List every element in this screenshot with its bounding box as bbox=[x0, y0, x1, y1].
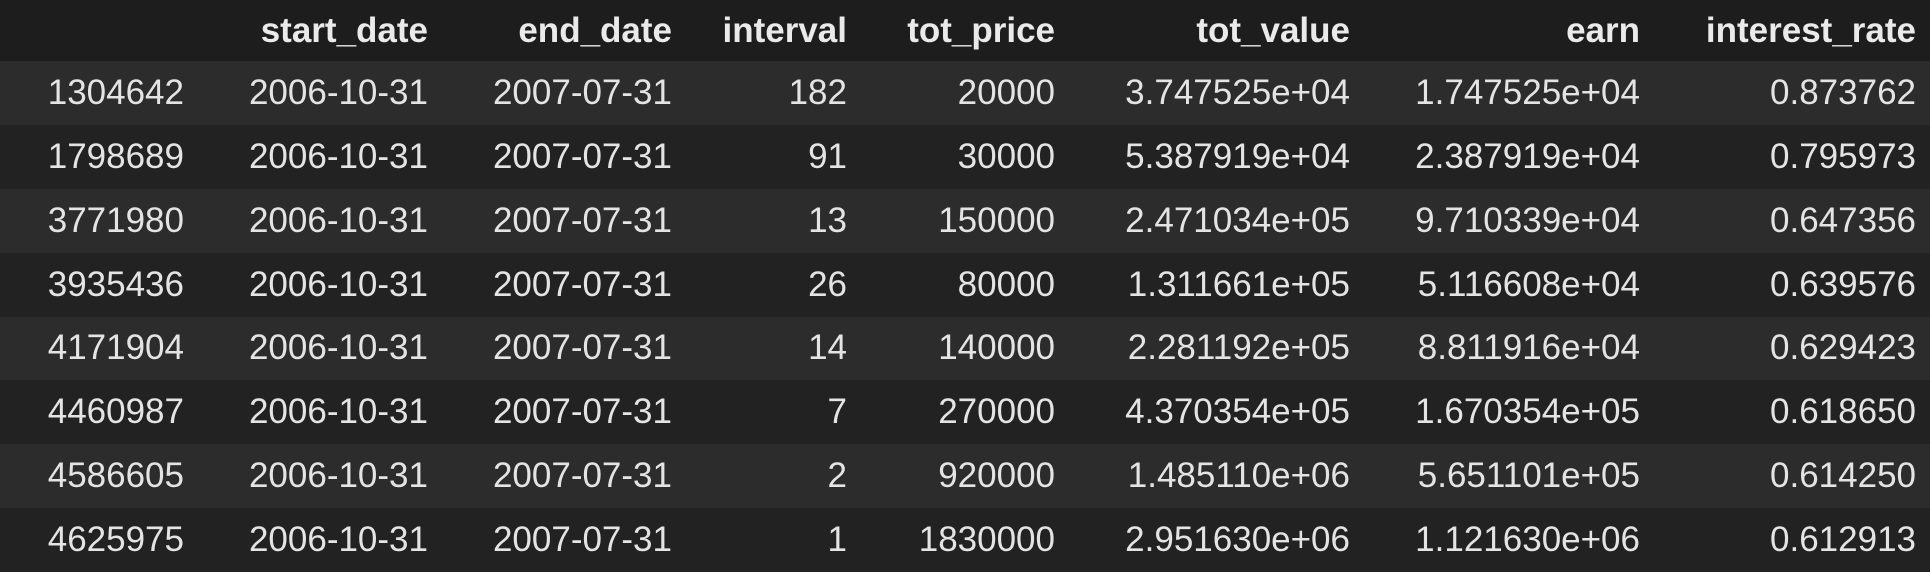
cell-interest-rate: 0.629423 bbox=[1770, 328, 1916, 368]
row-index: 3935436 bbox=[47, 264, 184, 304]
cell-end-date: 2007-07-31 bbox=[492, 456, 672, 496]
cell-tot-value: 1.311661e+05 bbox=[1127, 264, 1350, 304]
cell-earn: 8.811916e+04 bbox=[1417, 328, 1640, 368]
cell-interval: 13 bbox=[808, 200, 847, 240]
cell-earn: 1.747525e+04 bbox=[1415, 72, 1640, 112]
row-index: 3771980 bbox=[47, 200, 184, 240]
table-row: 4460987 2006-10-31 2007-07-31 7 270000 4… bbox=[0, 380, 1930, 445]
row-index: 4460987 bbox=[47, 392, 184, 432]
index-header bbox=[0, 0, 198, 61]
column-header-interest-rate: interest_rate bbox=[1705, 10, 1916, 50]
cell-interest-rate: 0.618650 bbox=[1770, 392, 1916, 432]
cell-start-date: 2006-10-31 bbox=[248, 136, 428, 176]
table-row: 4625975 2006-10-31 2007-07-31 1 1830000 … bbox=[0, 508, 1930, 572]
cell-start-date: 2006-10-31 bbox=[248, 392, 428, 432]
cell-end-date: 2007-07-31 bbox=[492, 72, 672, 112]
column-header-tot-value: tot_value bbox=[1196, 10, 1350, 50]
cell-interval: 182 bbox=[788, 72, 847, 112]
cell-tot-value: 4.370354e+05 bbox=[1125, 392, 1350, 432]
table-row: 3935436 2006-10-31 2007-07-31 26 80000 1… bbox=[0, 252, 1930, 317]
cell-tot-value: 5.387919e+04 bbox=[1125, 136, 1350, 176]
cell-tot-value: 3.747525e+04 bbox=[1125, 72, 1350, 112]
column-header-end-date: end_date bbox=[518, 10, 672, 50]
cell-tot-price: 1830000 bbox=[918, 520, 1055, 560]
cell-tot-price: 80000 bbox=[957, 264, 1055, 304]
row-index: 1798689 bbox=[47, 136, 184, 176]
cell-earn: 5.651101e+05 bbox=[1417, 456, 1640, 496]
cell-start-date: 2006-10-31 bbox=[248, 456, 428, 496]
cell-tot-value: 2.951630e+06 bbox=[1125, 520, 1350, 560]
cell-interval: 7 bbox=[827, 392, 847, 432]
cell-earn: 1.121630e+06 bbox=[1415, 520, 1640, 560]
cell-end-date: 2007-07-31 bbox=[492, 520, 672, 560]
column-header-tot-price: tot_price bbox=[907, 10, 1055, 50]
cell-interest-rate: 0.795973 bbox=[1770, 136, 1916, 176]
row-index: 4171904 bbox=[47, 328, 184, 368]
row-index: 1304642 bbox=[47, 72, 184, 112]
cell-end-date: 2007-07-31 bbox=[492, 136, 672, 176]
cell-interval: 1 bbox=[827, 520, 847, 560]
cell-interval: 2 bbox=[827, 456, 847, 496]
table-row: 4586605 2006-10-31 2007-07-31 2 920000 1… bbox=[0, 444, 1930, 509]
cell-tot-value: 2.471034e+05 bbox=[1125, 200, 1350, 240]
cell-interest-rate: 0.614250 bbox=[1770, 456, 1916, 496]
cell-end-date: 2007-07-31 bbox=[492, 392, 672, 432]
row-index: 4625975 bbox=[47, 520, 184, 560]
cell-interest-rate: 0.612913 bbox=[1770, 520, 1916, 560]
column-header-interval: interval bbox=[722, 10, 848, 50]
header-row: start_date end_date interval tot_price t… bbox=[0, 0, 1930, 61]
cell-tot-value: 2.281192e+05 bbox=[1127, 328, 1350, 368]
cell-interest-rate: 0.647356 bbox=[1770, 200, 1916, 240]
cell-tot-value: 1.485110e+06 bbox=[1127, 456, 1350, 496]
cell-start-date: 2006-10-31 bbox=[248, 264, 428, 304]
row-index: 4586605 bbox=[47, 456, 184, 496]
cell-tot-price: 150000 bbox=[938, 200, 1055, 240]
cell-end-date: 2007-07-31 bbox=[492, 328, 672, 368]
cell-interest-rate: 0.873762 bbox=[1770, 72, 1916, 112]
table-row: 1798689 2006-10-31 2007-07-31 91 30000 5… bbox=[0, 124, 1930, 189]
cell-start-date: 2006-10-31 bbox=[248, 520, 428, 560]
cell-end-date: 2007-07-31 bbox=[492, 200, 672, 240]
cell-earn: 5.116608e+04 bbox=[1417, 264, 1640, 304]
cell-interval: 91 bbox=[808, 136, 847, 176]
table-row: 3771980 2006-10-31 2007-07-31 13 150000 … bbox=[0, 188, 1930, 253]
cell-earn: 9.710339e+04 bbox=[1415, 200, 1640, 240]
cell-start-date: 2006-10-31 bbox=[248, 72, 428, 112]
column-header-start-date: start_date bbox=[260, 10, 428, 50]
cell-interest-rate: 0.639576 bbox=[1770, 264, 1916, 304]
cell-start-date: 2006-10-31 bbox=[248, 328, 428, 368]
cell-tot-price: 20000 bbox=[957, 72, 1055, 112]
cell-tot-price: 270000 bbox=[938, 392, 1055, 432]
cell-interval: 26 bbox=[808, 264, 847, 304]
cell-earn: 1.670354e+05 bbox=[1415, 392, 1640, 432]
cell-end-date: 2007-07-31 bbox=[492, 264, 672, 304]
cell-earn: 2.387919e+04 bbox=[1415, 136, 1640, 176]
cell-interval: 14 bbox=[808, 328, 847, 368]
table-row: 1304642 2006-10-31 2007-07-31 182 20000 … bbox=[0, 61, 1930, 125]
table-row: 4171904 2006-10-31 2007-07-31 14 140000 … bbox=[0, 316, 1930, 381]
cell-start-date: 2006-10-31 bbox=[248, 200, 428, 240]
cell-tot-price: 140000 bbox=[938, 328, 1055, 368]
cell-tot-price: 920000 bbox=[938, 456, 1055, 496]
cell-tot-price: 30000 bbox=[957, 136, 1055, 176]
column-header-earn: earn bbox=[1566, 10, 1640, 50]
